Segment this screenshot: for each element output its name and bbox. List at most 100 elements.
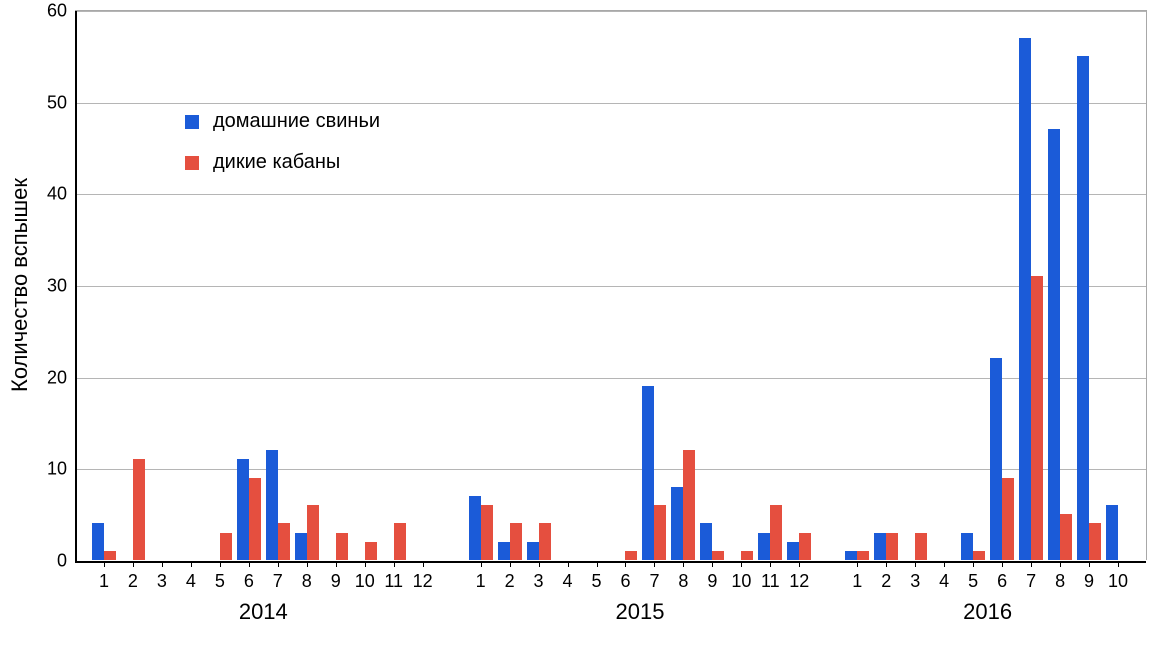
x-tick	[625, 561, 626, 567]
x-month-label: 1	[99, 571, 109, 592]
x-tick	[944, 561, 945, 567]
bar-series_b	[712, 551, 724, 560]
bar-series_b	[133, 459, 145, 560]
x-month-label: 10	[355, 571, 375, 592]
x-tick	[394, 561, 395, 567]
bar-series_b	[741, 551, 753, 560]
x-month-label: 11	[761, 571, 780, 592]
x-month-label: 3	[534, 571, 544, 592]
x-tick	[307, 561, 308, 567]
outbreak-chart: 0102030405060123456789101112201412345678…	[0, 0, 1157, 651]
x-tick	[886, 561, 887, 567]
x-month-label: 6	[244, 571, 254, 592]
x-month-label: 12	[413, 571, 433, 592]
x-tick	[1089, 561, 1090, 567]
bar-series_a	[1048, 129, 1060, 560]
bar-series_a	[787, 542, 799, 560]
x-tick	[683, 561, 684, 567]
bar-series_a	[1077, 56, 1089, 560]
x-tick	[1002, 561, 1003, 567]
y-tick-label: 0	[57, 551, 75, 572]
x-month-label: 1	[476, 571, 486, 592]
x-year-label: 2014	[239, 599, 288, 625]
x-tick	[510, 561, 511, 567]
gridline	[75, 469, 1146, 470]
x-tick	[973, 561, 974, 567]
y-tick-label: 20	[47, 367, 75, 388]
y-tick-label: 50	[47, 92, 75, 113]
x-tick	[597, 561, 598, 567]
bar-series_a	[642, 386, 654, 560]
x-month-label: 9	[1084, 571, 1094, 592]
legend-label: домашние свиньи	[213, 110, 380, 133]
x-month-label: 8	[302, 571, 312, 592]
bar-series_b	[510, 523, 522, 560]
x-month-label: 3	[157, 571, 167, 592]
bar-series_a	[874, 533, 886, 561]
x-month-label: 4	[186, 571, 196, 592]
x-month-label: 3	[910, 571, 920, 592]
x-tick	[365, 561, 366, 567]
bar-series_b	[249, 478, 261, 561]
x-tick	[249, 561, 250, 567]
bar-series_b	[770, 505, 782, 560]
bar-series_a	[758, 533, 770, 561]
bar-series_b	[104, 551, 116, 560]
bar-series_b	[278, 523, 290, 560]
x-month-label: 6	[620, 571, 630, 592]
x-month-label: 8	[1055, 571, 1065, 592]
bar-series_a	[469, 496, 481, 560]
x-month-label: 12	[789, 571, 809, 592]
bar-series_a	[700, 523, 712, 560]
bar-series_b	[625, 551, 637, 560]
bar-series_b	[539, 523, 551, 560]
bar-series_a	[237, 459, 249, 560]
bar-series_b	[365, 542, 377, 560]
x-month-label: 5	[968, 571, 978, 592]
x-tick	[220, 561, 221, 567]
bar-series_b	[683, 450, 695, 560]
y-tick-label: 40	[47, 184, 75, 205]
bar-series_b	[1060, 514, 1072, 560]
bar-series_a	[266, 450, 278, 560]
bar-series_b	[1089, 523, 1101, 560]
x-tick	[191, 561, 192, 567]
x-month-label: 11	[384, 571, 403, 592]
x-month-label: 4	[939, 571, 949, 592]
bar-series_b	[307, 505, 319, 560]
x-month-label: 9	[331, 571, 341, 592]
bar-series_a	[527, 542, 539, 560]
bar-series_a	[498, 542, 510, 560]
gridline	[75, 286, 1146, 287]
y-tick-label: 10	[47, 459, 75, 480]
x-month-label: 5	[215, 571, 225, 592]
bar-series_b	[915, 533, 927, 561]
x-month-label: 10	[1108, 571, 1128, 592]
x-tick	[423, 561, 424, 567]
x-month-label: 7	[1026, 571, 1036, 592]
x-month-label: 2	[505, 571, 515, 592]
x-month-label: 2	[881, 571, 891, 592]
bar-series_a	[295, 533, 307, 561]
bar-series_b	[654, 505, 666, 560]
plot-area: 0102030405060123456789101112201412345678…	[75, 10, 1147, 560]
bar-series_b	[1002, 478, 1014, 561]
x-tick	[654, 561, 655, 567]
x-month-label: 5	[591, 571, 601, 592]
bar-series_a	[845, 551, 857, 560]
legend-swatch	[185, 156, 199, 170]
legend: домашние свиньи дикие кабаны	[185, 110, 380, 192]
x-tick	[278, 561, 279, 567]
x-year-label: 2015	[615, 599, 664, 625]
legend-item: дикие кабаны	[185, 151, 380, 174]
x-tick	[104, 561, 105, 567]
x-month-label: 7	[273, 571, 283, 592]
bar-series_b	[220, 533, 232, 561]
gridline	[75, 11, 1146, 12]
gridline	[75, 561, 1146, 563]
bar-series_a	[1106, 505, 1118, 560]
gridline	[75, 103, 1146, 104]
x-tick	[741, 561, 742, 567]
x-tick	[481, 561, 482, 567]
x-month-label: 9	[707, 571, 717, 592]
